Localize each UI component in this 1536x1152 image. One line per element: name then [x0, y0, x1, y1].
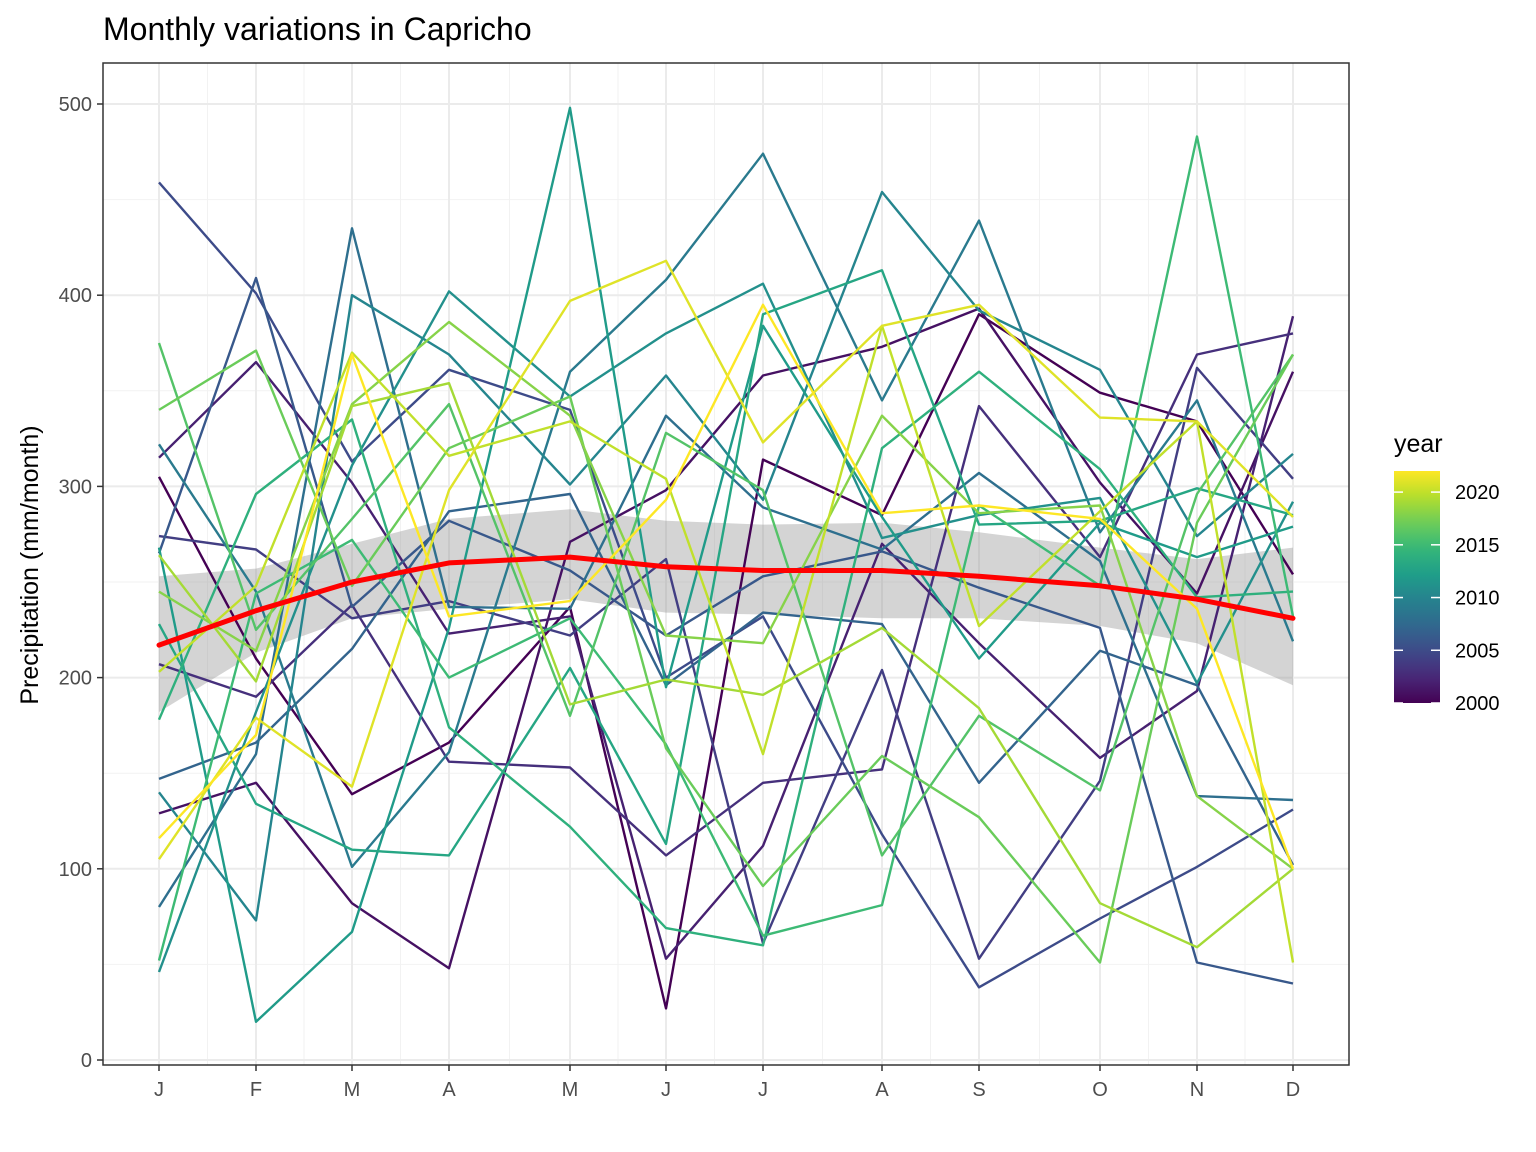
series-line-2020: [158, 324, 1295, 963]
panel-border: [102, 62, 1350, 1066]
series-line-2018: [158, 320, 1294, 870]
x-tick-label: A: [442, 1079, 456, 1101]
smooth-trend-line: [156, 554, 1296, 648]
x-tick-label: F: [250, 1079, 262, 1101]
series-line-2004: [158, 366, 1294, 960]
legend-tick-label: 2005: [1455, 640, 1500, 662]
plot-panel: [102, 62, 1350, 1066]
x-tick-label: J: [661, 1079, 671, 1101]
legend-tick-label: 2020: [1455, 482, 1500, 504]
series-line-2010: [158, 190, 1294, 922]
x-tick-label: O: [1092, 1079, 1108, 1101]
legend-tick-label: 2010: [1455, 588, 1500, 610]
x-tick-label: D: [1286, 1079, 1300, 1101]
y-tick-label: 0: [81, 1050, 92, 1072]
legend: year 2000 2005 2010 2015 2020: [1394, 430, 1500, 715]
y-tick-label: 500: [59, 94, 92, 116]
y-tick-label: 200: [59, 668, 92, 690]
x-tick-label: S: [972, 1079, 985, 1101]
y-tick-label: 100: [59, 859, 92, 881]
series-line-2012: [157, 106, 1294, 1023]
series-line-2017: [158, 349, 1295, 964]
x-tick-label: N: [1190, 1079, 1204, 1101]
series-line-2006: [157, 276, 1294, 985]
smooth-confidence-band: [159, 509, 1293, 712]
series-line-2022: [158, 303, 1295, 870]
y-tick-label: 400: [59, 285, 92, 307]
series-line-2016: [157, 342, 1294, 857]
y-tick-label: 300: [59, 476, 92, 498]
x-tick-label: A: [875, 1079, 889, 1101]
legend-title: year: [1394, 430, 1443, 458]
legend-tick-label: 2000: [1455, 693, 1500, 715]
legend-colorbar: [1394, 471, 1440, 703]
y-axis-label: Precipitation (mm/month): [16, 425, 44, 704]
series-line-2001: [158, 307, 1295, 970]
legend-tick-label: 2015: [1455, 535, 1500, 557]
y-axis: 0 100 200 300 400 500: [59, 94, 103, 1072]
x-tick-label: M: [562, 1079, 579, 1101]
series-line-2019: [158, 382, 1294, 949]
x-tick-label: J: [154, 1079, 164, 1101]
x-tick-label: M: [344, 1079, 361, 1101]
series-line-2014: [157, 370, 1294, 947]
series-line-2021: [158, 259, 1294, 860]
x-tick-label: J: [758, 1079, 768, 1101]
chart-title: Monthly variations in Capricho: [103, 11, 532, 47]
series-line-2002: [158, 315, 1295, 960]
series-line-2007: [158, 492, 1295, 866]
